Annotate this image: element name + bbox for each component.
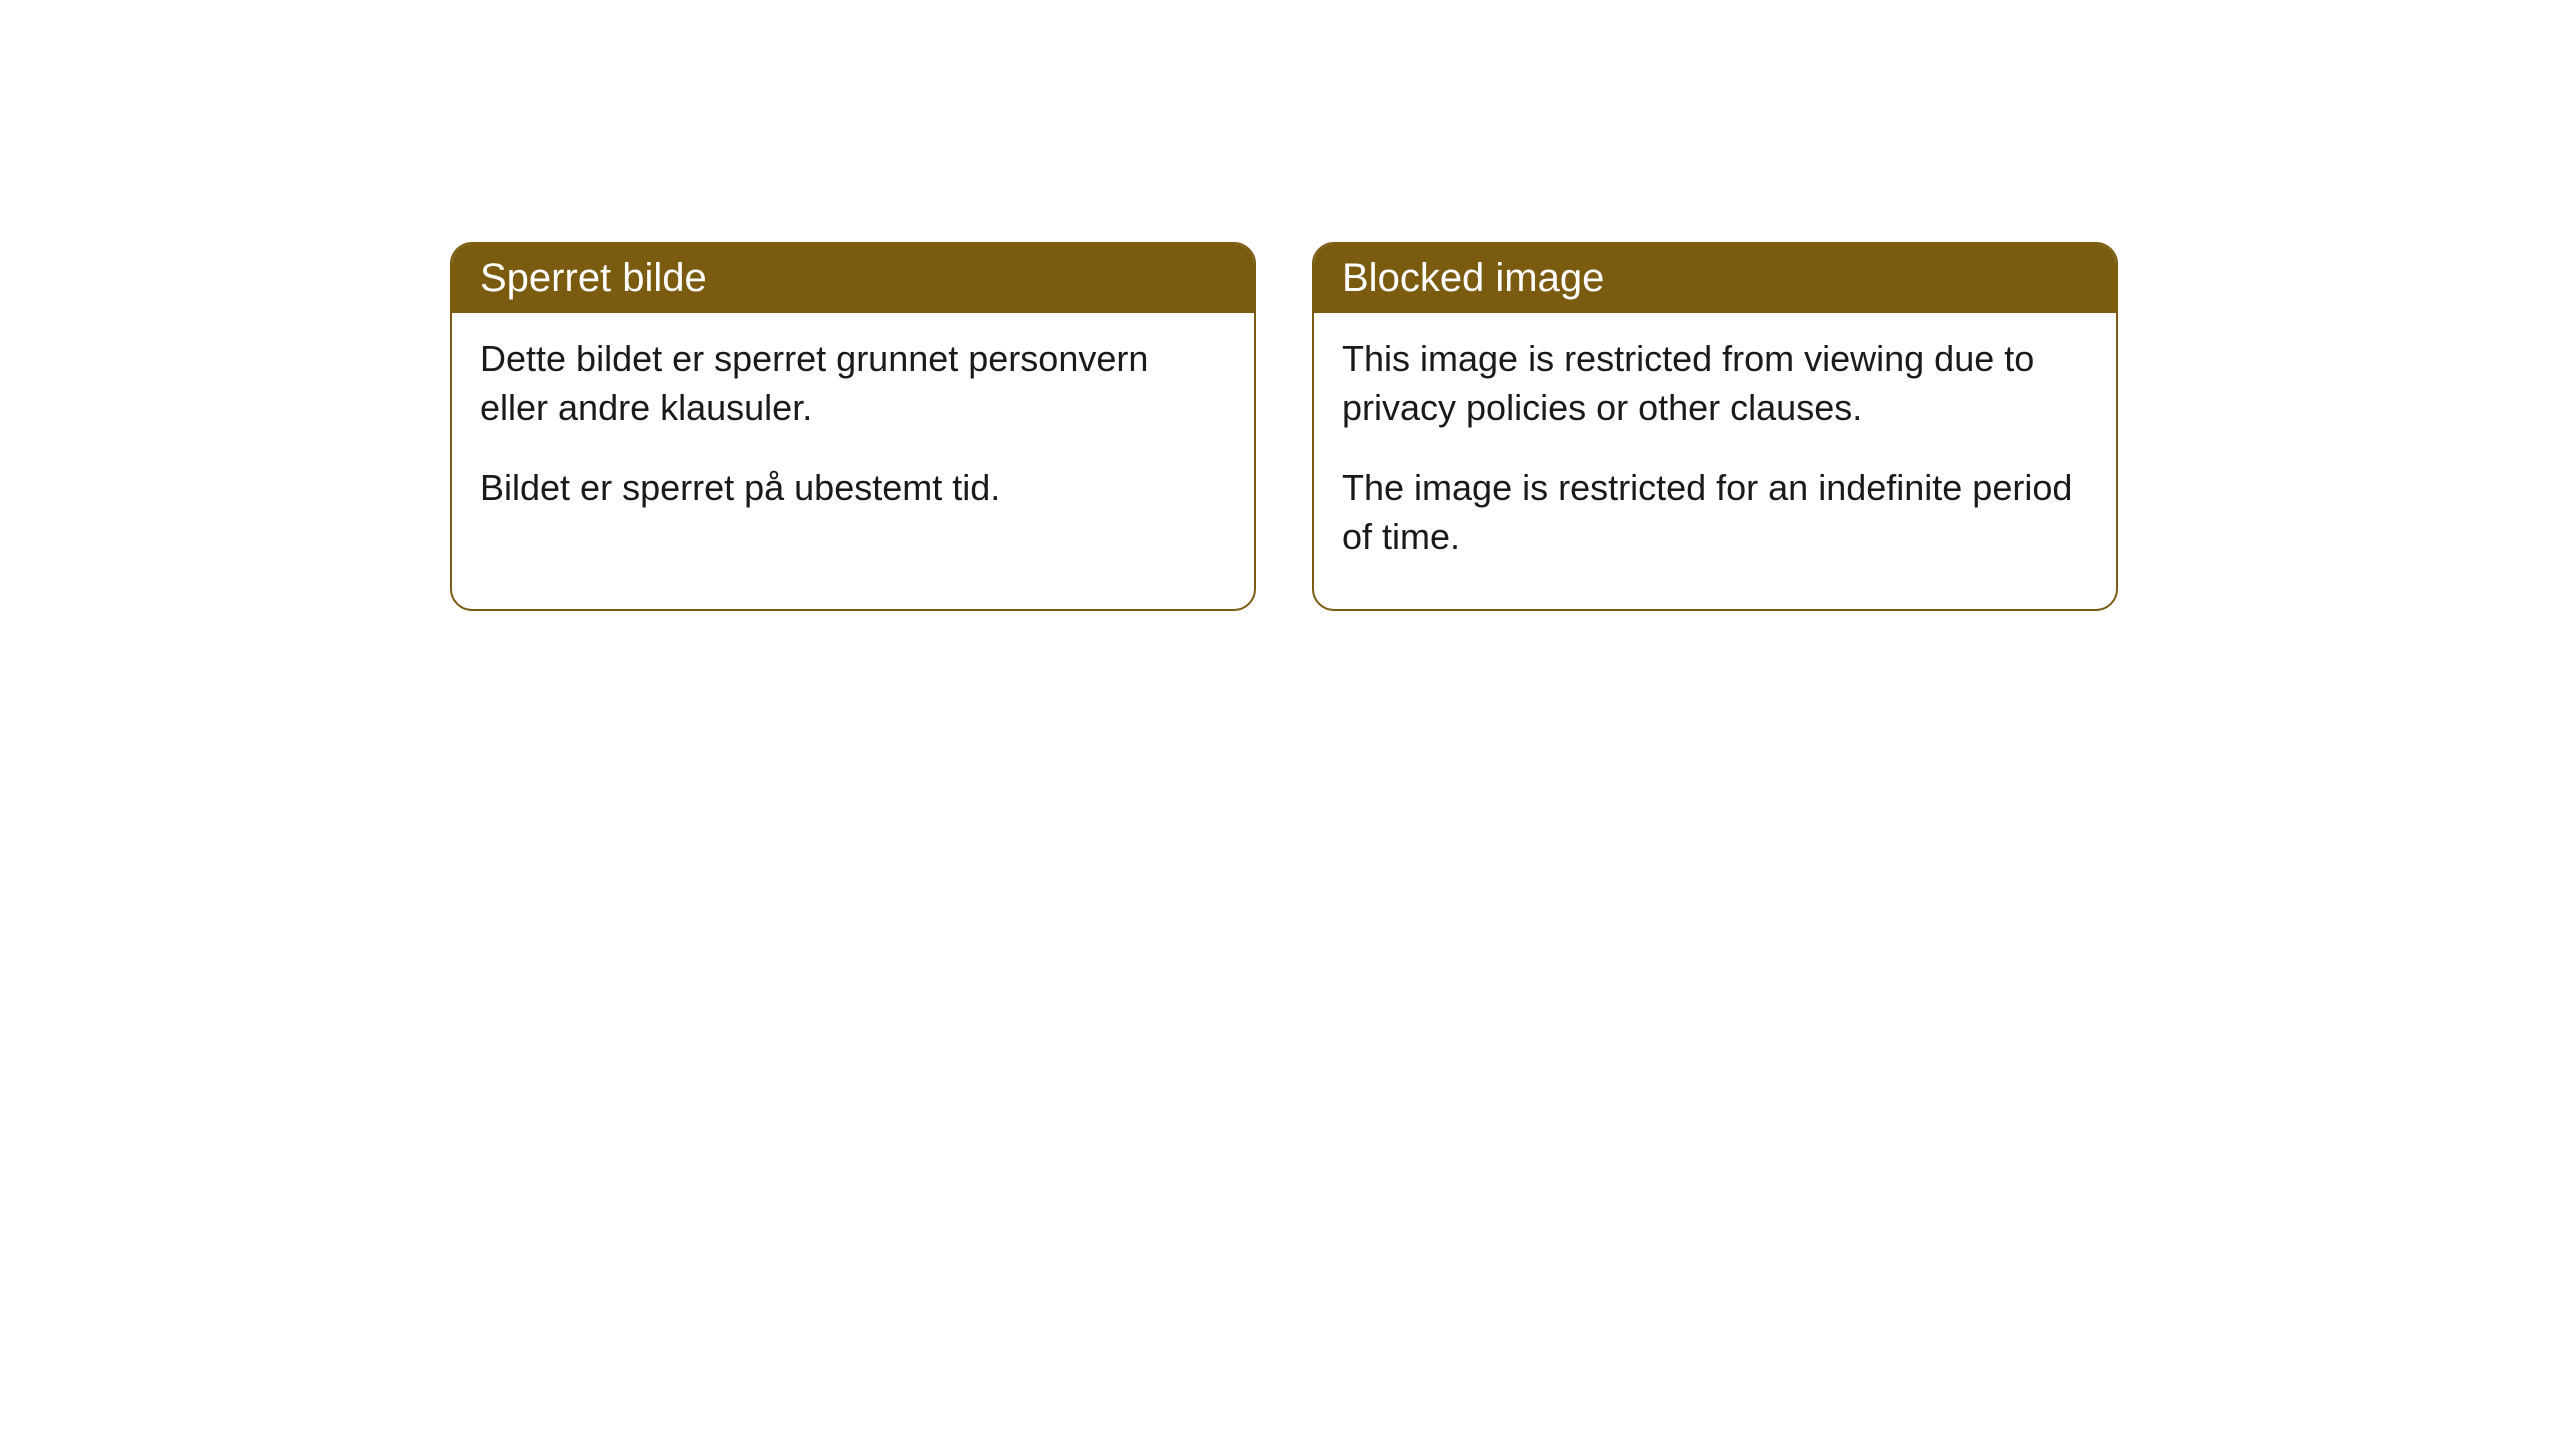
card-header-norwegian: Sperret bilde xyxy=(452,244,1254,313)
card-title: Blocked image xyxy=(1342,256,1604,300)
card-paragraph: This image is restricted from viewing du… xyxy=(1342,335,2088,432)
card-header-english: Blocked image xyxy=(1314,244,2116,313)
card-body-norwegian: Dette bildet er sperret grunnet personve… xyxy=(452,313,1254,561)
card-paragraph: The image is restricted for an indefinit… xyxy=(1342,464,2088,561)
card-paragraph: Bildet er sperret på ubestemt tid. xyxy=(480,464,1226,513)
card-body-english: This image is restricted from viewing du… xyxy=(1314,313,2116,609)
card-title: Sperret bilde xyxy=(480,256,707,300)
notice-card-norwegian: Sperret bilde Dette bildet er sperret gr… xyxy=(450,242,1256,611)
notice-card-english: Blocked image This image is restricted f… xyxy=(1312,242,2118,611)
card-paragraph: Dette bildet er sperret grunnet personve… xyxy=(480,335,1226,432)
notice-cards-container: Sperret bilde Dette bildet er sperret gr… xyxy=(450,242,2118,611)
